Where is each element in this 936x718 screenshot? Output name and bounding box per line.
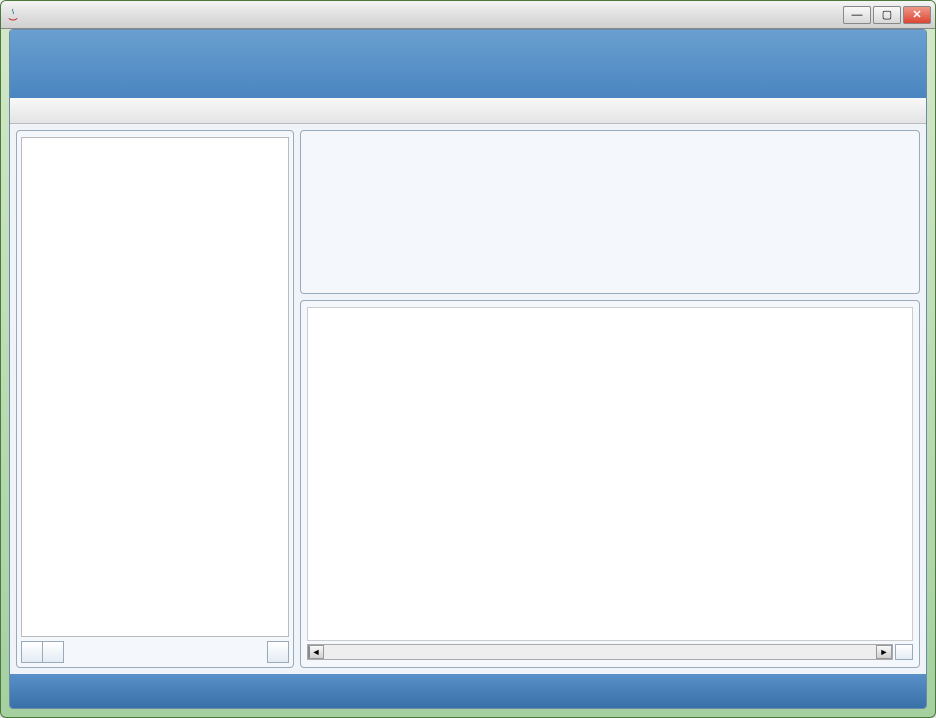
right-column: ◄ ►: [300, 130, 920, 668]
chart-panel: ◄ ►: [300, 300, 920, 668]
signal-list-buttons: [17, 637, 293, 667]
v-mode-button[interactable]: [895, 644, 913, 660]
chart-scroll-row: ◄ ►: [307, 643, 913, 661]
delete-signal-button[interactable]: [267, 641, 289, 663]
app-window: — ▢ ✕: [0, 0, 936, 718]
main-toolbar: [10, 30, 926, 98]
app-body: ◄ ►: [9, 29, 927, 709]
close-button[interactable]: ✕: [903, 6, 931, 24]
loaded-signals-panel: [16, 130, 294, 668]
chart-area[interactable]: [307, 307, 913, 641]
scroll-left-button[interactable]: ◄: [308, 645, 324, 659]
statusbar: [10, 674, 926, 708]
info-grid: [301, 137, 919, 145]
minimize-button[interactable]: —: [843, 6, 871, 24]
scroll-thumb[interactable]: [308, 646, 310, 658]
add-signal-button[interactable]: [21, 641, 43, 663]
titlebar[interactable]: — ▢ ✕: [1, 1, 935, 29]
java-icon: [5, 7, 21, 23]
content-area: ◄ ►: [10, 124, 926, 674]
menubar: [10, 98, 926, 124]
signal-list[interactable]: [21, 137, 289, 637]
ecg-chart: [308, 308, 912, 640]
chart-hscrollbar[interactable]: ◄ ►: [307, 644, 893, 660]
remove-signal-button[interactable]: [42, 641, 64, 663]
signal-info-panel: [300, 130, 920, 294]
scroll-right-button[interactable]: ►: [876, 645, 892, 659]
maximize-button[interactable]: ▢: [873, 6, 901, 24]
